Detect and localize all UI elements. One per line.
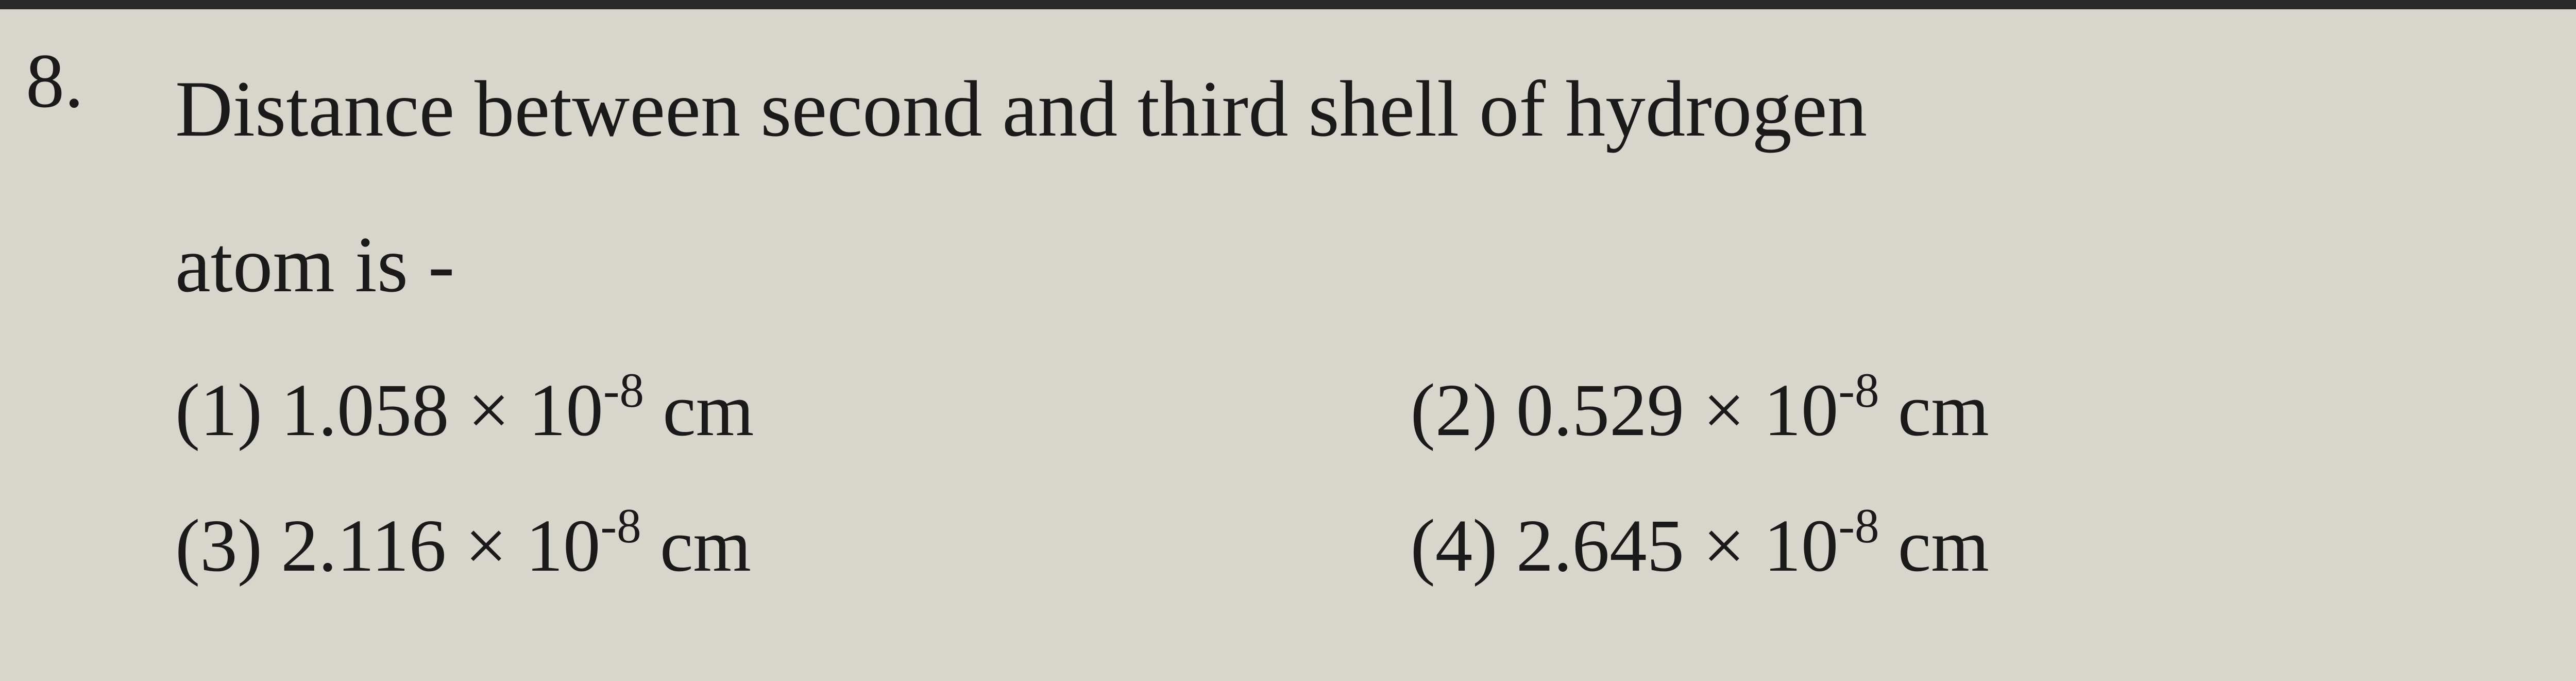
option-2-exponent: -8 [1838,363,1879,418]
question-row: 8. Distance between second and third she… [26,31,2576,343]
option-3-label: (3) [175,505,281,587]
option-2-multiply: × 10 [1684,369,1838,452]
option-4: (4) 2.645 × 10-8 cm [1411,494,2576,599]
option-4-unit: cm [1879,505,1989,587]
option-3: (3) 2.116 × 10-8 cm [175,494,1411,599]
option-1-value: 1.058 [281,369,449,452]
question-number: 8. [26,31,175,131]
option-3-value: 2.116 [281,505,446,587]
option-3-unit: cm [641,505,751,587]
option-2-unit: cm [1879,369,1989,452]
option-3-multiply: × 10 [446,505,600,587]
question-line-1: Distance between second and third shell … [175,64,1867,153]
option-1-multiply: × 10 [449,369,603,452]
option-2-value: 0.529 [1516,369,1684,452]
question-text: Distance between second and third shell … [175,31,2576,343]
option-4-multiply: × 10 [1684,505,1838,587]
top-border [0,0,2576,9]
question-content: 8. Distance between second and third she… [0,0,2576,599]
option-1-exponent: -8 [603,363,644,418]
option-3-exponent: -8 [600,499,641,553]
option-2: (2) 0.529 × 10-8 cm [1411,358,2576,463]
option-1-unit: cm [644,369,754,452]
options-container: (1) 1.058 × 10-8 cm (2) 0.529 × 10-8 cm … [175,358,2576,599]
option-2-label: (2) [1411,369,1516,452]
option-4-exponent: -8 [1838,499,1879,553]
option-4-label: (4) [1411,505,1516,587]
option-1: (1) 1.058 × 10-8 cm [175,358,1411,463]
option-4-value: 2.645 [1516,505,1684,587]
option-1-label: (1) [175,369,281,452]
question-line-2: atom is - [175,220,454,309]
